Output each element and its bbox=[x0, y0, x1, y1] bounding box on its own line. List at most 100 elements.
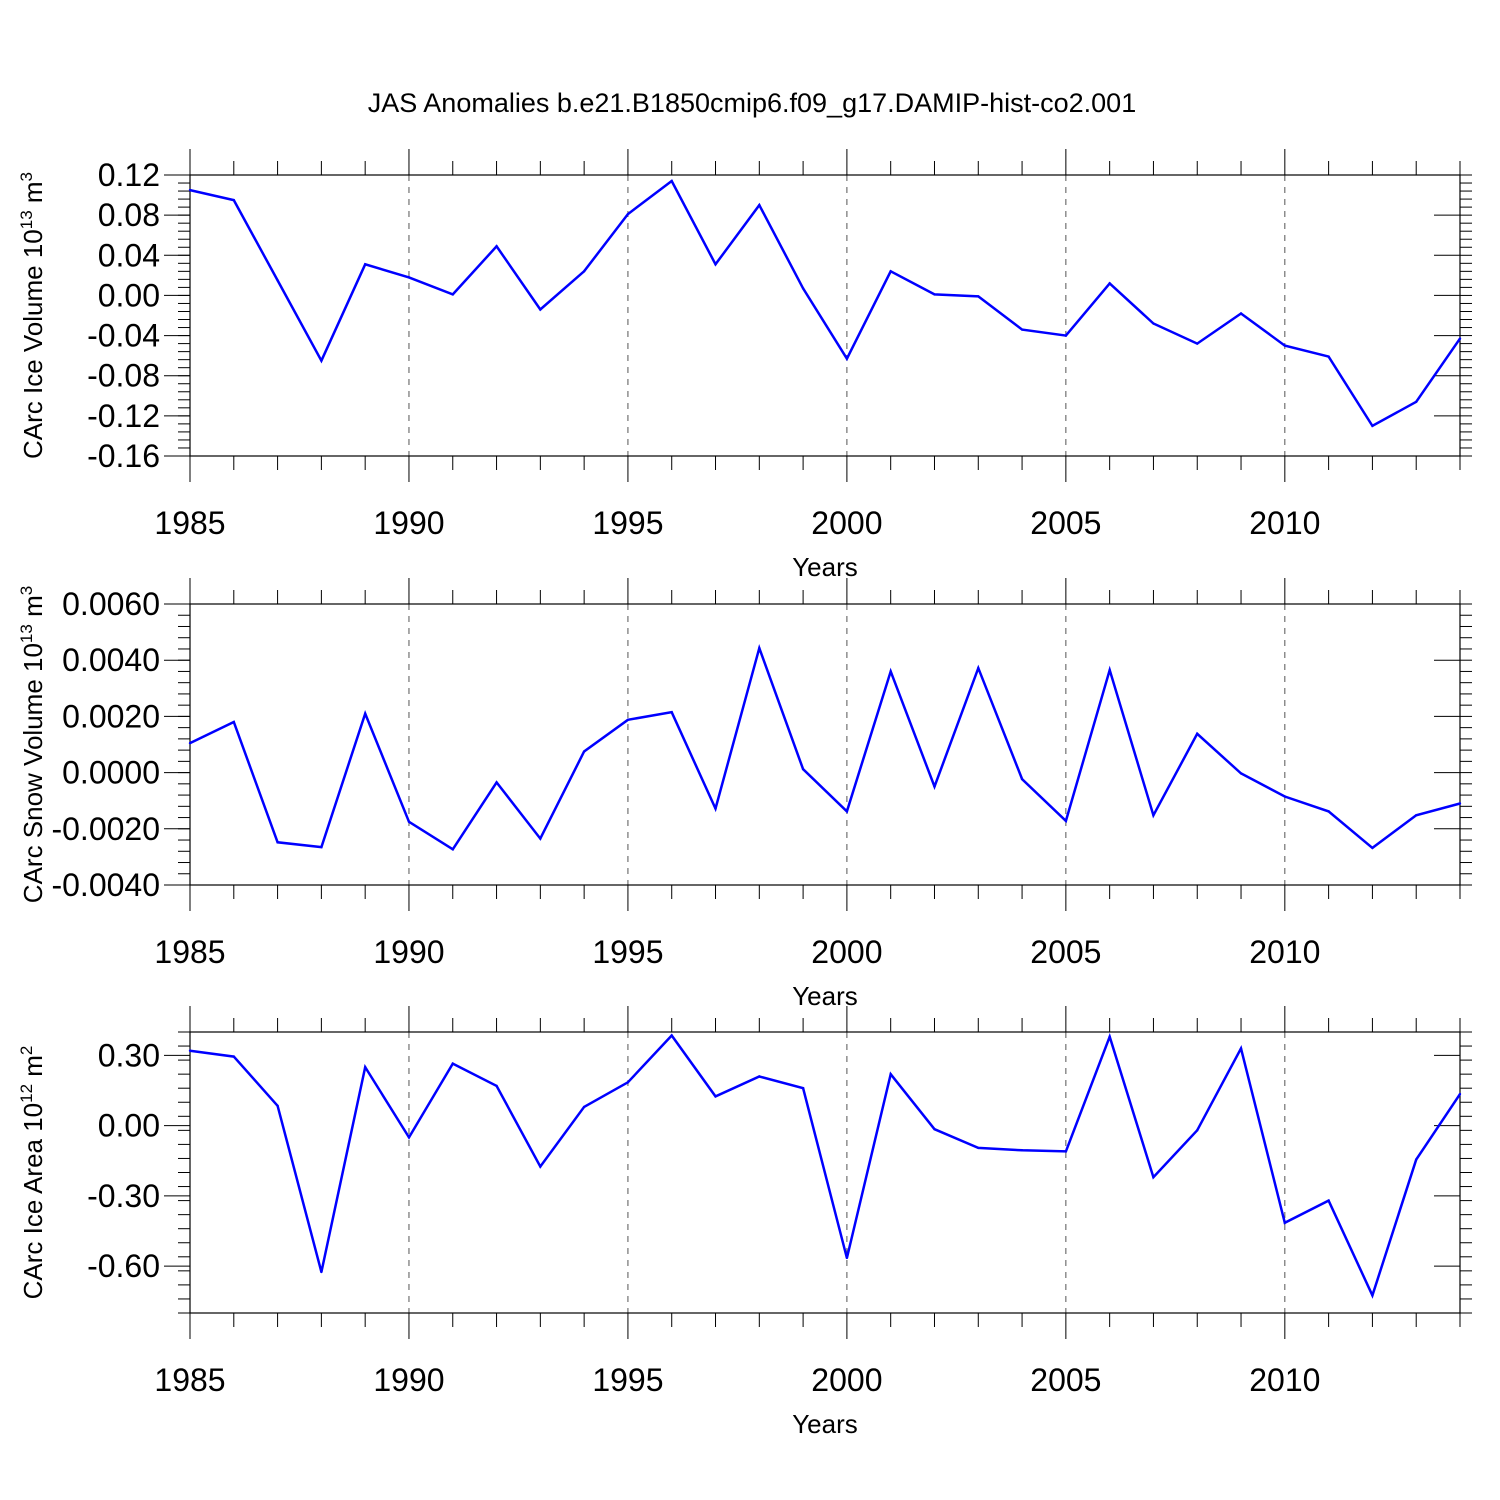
data-point-1996 bbox=[670, 710, 673, 714]
data-point-2002 bbox=[933, 785, 936, 788]
y-tick-label: 0.0060 bbox=[62, 586, 160, 622]
data-point-1989 bbox=[363, 263, 367, 266]
data-point-1997 bbox=[714, 263, 717, 266]
x-tick-label: 2005 bbox=[1030, 1362, 1101, 1398]
x-tick-label: 2005 bbox=[1030, 934, 1101, 970]
y-tick-label: -0.08 bbox=[87, 358, 160, 394]
data-point-1994 bbox=[582, 270, 586, 273]
y-tick-label: 0.12 bbox=[98, 157, 160, 193]
x-tick-label: 2010 bbox=[1249, 505, 1320, 541]
x-tick-label: 1995 bbox=[592, 934, 663, 970]
y-tick-label: 0.08 bbox=[98, 197, 160, 233]
data-point-2006 bbox=[1108, 282, 1111, 285]
data-point-2009 bbox=[1239, 772, 1243, 775]
x-tick-label: 1990 bbox=[373, 1362, 444, 1398]
data-point-1998 bbox=[758, 203, 761, 207]
y-axis-title-unit-exponent: 3 bbox=[17, 172, 36, 181]
x-tick-label: 2005 bbox=[1030, 505, 1101, 541]
panel-ice-volume: 0.12 0.08 0.04 0.00 -0.04 -0.08 -0.12 -0.16 1985… bbox=[17, 149, 1472, 582]
x-axis-title: Years bbox=[792, 1409, 858, 1439]
data-point-1993 bbox=[539, 837, 542, 840]
data-point-1991 bbox=[451, 293, 454, 296]
data-point-1990 bbox=[407, 276, 411, 279]
x-tick-label: 2000 bbox=[811, 934, 882, 970]
data-point-2013 bbox=[1415, 814, 1418, 817]
data-point-2001 bbox=[889, 1072, 892, 1076]
data-point-2005 bbox=[1064, 819, 1068, 823]
x-tick-label: 2000 bbox=[811, 1362, 882, 1398]
y-tick-label: 0.00 bbox=[98, 277, 160, 313]
x-axis-title: Years bbox=[792, 552, 858, 582]
y-axis-title-unit: m bbox=[18, 181, 48, 210]
data-point-2013 bbox=[1415, 1158, 1418, 1161]
data-point-1986 bbox=[232, 1055, 235, 1058]
data-point-1994 bbox=[582, 750, 586, 753]
x-tick-label: 1985 bbox=[154, 1362, 225, 1398]
data-point-1985 bbox=[188, 188, 192, 192]
data-point-1987 bbox=[276, 1104, 279, 1107]
data-point-2010 bbox=[1283, 795, 1287, 798]
data-point-2001 bbox=[889, 270, 892, 273]
y-tick-label: 0.0040 bbox=[62, 642, 160, 678]
data-point-2006 bbox=[1108, 668, 1111, 672]
data-point-2002 bbox=[933, 1127, 936, 1131]
data-point-2008 bbox=[1196, 1129, 1199, 1132]
y-tick-label: 0.04 bbox=[98, 237, 160, 273]
x-tick-label: 2010 bbox=[1249, 934, 1320, 970]
data-point-2014 bbox=[1458, 802, 1462, 805]
y-tick-label: 0.0020 bbox=[62, 698, 160, 734]
data-point-1995 bbox=[626, 1081, 630, 1084]
data-point-1997 bbox=[714, 807, 717, 810]
data-point-2011 bbox=[1327, 355, 1330, 358]
data-point-1996 bbox=[670, 179, 673, 183]
data-point-1987 bbox=[276, 841, 279, 844]
y-tick-label: 0.30 bbox=[98, 1037, 160, 1073]
y-axis-title-exponent: 13 bbox=[17, 624, 36, 643]
data-point-1993 bbox=[539, 308, 542, 311]
data-point-2002 bbox=[933, 293, 936, 296]
data-point-2010 bbox=[1283, 1221, 1287, 1225]
y-tick-label: -0.0040 bbox=[51, 867, 160, 903]
data-point-2008 bbox=[1196, 732, 1199, 736]
x-tick-label: 1995 bbox=[592, 1362, 663, 1398]
data-point-2010 bbox=[1283, 344, 1287, 347]
data-point-2009 bbox=[1239, 1047, 1243, 1050]
data-point-1990 bbox=[407, 1136, 411, 1139]
data-point-1987 bbox=[276, 279, 279, 282]
data-point-2007 bbox=[1152, 322, 1155, 325]
y-tick-label: -0.60 bbox=[87, 1248, 160, 1284]
data-point-2007 bbox=[1152, 1175, 1155, 1179]
data-point-1990 bbox=[407, 820, 411, 823]
y-axis-title-text: CArc Ice Volume 10 bbox=[18, 229, 48, 459]
data-point-1997 bbox=[714, 1095, 717, 1098]
data-point-2008 bbox=[1196, 342, 1199, 345]
data-point-1988 bbox=[320, 1270, 323, 1274]
data-point-1994 bbox=[582, 1105, 586, 1109]
y-axis-title-unit-exponent: 3 bbox=[17, 586, 36, 595]
y-axis-title: CArc Ice Volume 1013 m3 bbox=[17, 172, 48, 459]
data-point-1988 bbox=[320, 845, 323, 849]
data-point-1991 bbox=[451, 848, 454, 851]
data-point-1992 bbox=[495, 781, 498, 784]
data-point-2005 bbox=[1064, 334, 1068, 337]
data-point-2003 bbox=[977, 295, 980, 298]
data-point-1986 bbox=[232, 720, 235, 724]
data-point-1999 bbox=[801, 1087, 805, 1090]
series-line-snow-volume bbox=[189, 643, 1461, 852]
data-point-2007 bbox=[1152, 814, 1155, 817]
data-point-2004 bbox=[1020, 328, 1024, 331]
series-line-ice-volume bbox=[189, 179, 1462, 428]
y-tick-label: -0.04 bbox=[87, 318, 160, 354]
data-point-1999 bbox=[801, 287, 805, 290]
y-axis-title-unit-exponent: 2 bbox=[17, 1046, 36, 1055]
y-tick-label: -0.16 bbox=[87, 438, 160, 474]
data-point-1996 bbox=[670, 1034, 673, 1037]
y-axis-title-exponent: 13 bbox=[17, 210, 36, 229]
x-axis-title: Years bbox=[792, 981, 858, 1011]
data-point-1989 bbox=[363, 712, 367, 715]
y-axis-title-unit: m bbox=[18, 1055, 48, 1084]
data-point-2009 bbox=[1239, 312, 1243, 315]
plot-frame bbox=[189, 603, 1461, 886]
x-tick-label: 2010 bbox=[1249, 1362, 1320, 1398]
